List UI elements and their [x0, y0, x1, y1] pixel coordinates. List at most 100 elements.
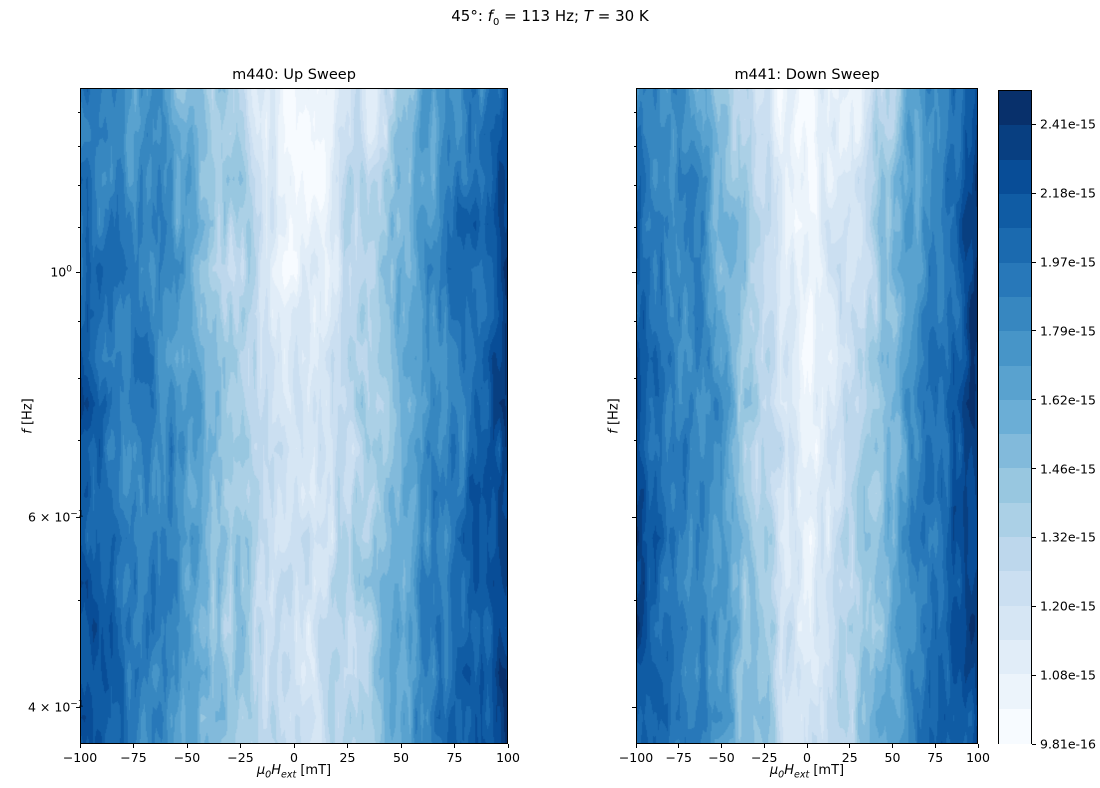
- colorbar-tick-mark: [1032, 261, 1036, 263]
- y-tick-label: 4 × 10−1: [28, 699, 84, 715]
- y-minor-tick-mark: [633, 226, 636, 228]
- y-minor-tick-mark: [77, 600, 80, 602]
- x-tick-label: −25: [227, 750, 254, 765]
- x-tick-label: 75: [446, 750, 463, 765]
- colorbar-tick-mark: [1032, 536, 1036, 538]
- y-tick-mark: [76, 706, 80, 708]
- colorbar-segment: [999, 399, 1031, 436]
- xlabel-unit: [mT]: [809, 763, 845, 778]
- right-contour-canvas: [637, 89, 977, 743]
- mu-symbol: μ: [256, 763, 266, 778]
- x-tick-label: 50: [393, 750, 409, 765]
- y-tick-mark: [632, 706, 636, 708]
- colorbar-segment: [999, 674, 1031, 710]
- mu-symbol: μ: [769, 763, 779, 778]
- colorbar-tick-label: 9.81e-16: [1040, 736, 1096, 752]
- suptitle-T-symbol: T: [583, 7, 593, 25]
- H-subscript: ext: [794, 769, 810, 781]
- y-minor-tick-mark: [633, 321, 636, 323]
- colorbar-segment: [999, 571, 1031, 607]
- colorbar-tick-mark: [1032, 605, 1036, 607]
- x-tick-mark: [79, 744, 81, 748]
- left-contour-plot: [80, 88, 508, 744]
- left-contour-canvas: [81, 89, 507, 743]
- x-tick-label: 75: [927, 750, 944, 765]
- x-tick-label: −100: [618, 750, 654, 765]
- x-tick-mark: [977, 744, 979, 748]
- x-tick-mark: [678, 744, 680, 748]
- x-tick-label: 50: [884, 750, 901, 765]
- x-tick-label: 0: [290, 750, 298, 765]
- right-xaxis-label: μ0Hext [mT]: [770, 763, 844, 781]
- right-yaxis-label: f [Hz]: [607, 398, 622, 433]
- colorbar-tick-mark: [1032, 330, 1036, 332]
- x-tick-label: −100: [62, 750, 98, 765]
- left-plot-title: m440: Up Sweep: [232, 67, 356, 83]
- colorbar-segment: [999, 262, 1031, 298]
- colorbar-tick-mark: [1032, 192, 1036, 194]
- x-tick-mark: [400, 744, 402, 748]
- figure-suptitle: 45°: f0 = 113 Hz; T = 30 K: [0, 7, 1100, 28]
- colorbar: [998, 90, 1032, 744]
- x-tick-mark: [507, 744, 509, 748]
- y-minor-tick-mark: [77, 111, 80, 113]
- y-minor-tick-mark: [633, 600, 636, 602]
- colorbar-tick-mark: [1032, 399, 1036, 401]
- colorbar-tick-label: 1.62e-15: [1040, 392, 1096, 408]
- left-yaxis-label: f [Hz]: [21, 398, 36, 433]
- colorbar-tick-label: 1.20e-15: [1040, 598, 1096, 614]
- y-tick-label: 6 × 10−1: [28, 509, 84, 525]
- suptitle-frequency: = 113 Hz;: [499, 7, 584, 25]
- x-tick-label: 100: [966, 750, 990, 765]
- colorbar-segment: [999, 365, 1031, 401]
- x-tick-mark: [763, 744, 765, 748]
- H-symbol: H: [271, 763, 282, 778]
- suptitle-f0-symbol: f: [487, 7, 493, 25]
- colorbar-segment: [999, 125, 1031, 161]
- left-xaxis-label: μ0Hext [mT]: [257, 763, 331, 781]
- suptitle-text: 45°:: [451, 7, 488, 25]
- x-tick-label: −75: [665, 750, 692, 765]
- colorbar-segment: [999, 159, 1031, 195]
- colorbar-segment: [999, 468, 1031, 504]
- x-tick-mark: [293, 744, 295, 748]
- suptitle-f0-subscript: 0: [492, 17, 500, 28]
- x-tick-mark: [347, 744, 348, 748]
- xlabel-unit: [mT]: [296, 763, 332, 778]
- y-minor-tick-mark: [77, 226, 80, 228]
- mu-subscript: 0: [778, 769, 785, 781]
- H-subscript: ext: [281, 769, 297, 781]
- y-minor-tick-mark: [77, 377, 80, 379]
- colorbar-segment: [999, 537, 1031, 573]
- y-minor-tick-mark: [633, 377, 636, 379]
- colorbar-tick-mark: [1032, 674, 1036, 676]
- colorbar-segment: [999, 228, 1031, 264]
- suptitle-temperature: = 30 K: [592, 7, 649, 25]
- colorbar-segment: [999, 434, 1031, 470]
- x-tick-mark: [454, 744, 455, 748]
- colorbar-segment: [999, 296, 1031, 333]
- mu-subscript: 0: [265, 769, 272, 781]
- x-tick-mark: [934, 744, 936, 748]
- y-minor-tick-mark: [633, 184, 636, 186]
- f-symbol: f: [606, 429, 622, 434]
- right-plot-title: m441: Down Sweep: [734, 67, 880, 83]
- x-tick-label: −25: [751, 750, 778, 765]
- x-tick-mark: [240, 744, 241, 748]
- colorbar-tick-label: 2.41e-15: [1040, 116, 1096, 132]
- y-tick-mark: [632, 516, 636, 518]
- f-symbol: f: [20, 429, 36, 434]
- y-tick-label: 100: [50, 264, 72, 280]
- x-tick-mark: [721, 744, 722, 748]
- ylabel-unit: [Hz]: [20, 398, 36, 430]
- colorbar-segment: [999, 640, 1031, 676]
- x-tick-label: 100: [496, 750, 520, 765]
- x-tick-mark: [849, 744, 851, 748]
- y-minor-tick-mark: [77, 146, 80, 148]
- y-minor-tick-mark: [633, 146, 636, 148]
- y-tick-mark: [76, 516, 80, 518]
- x-tick-label: −50: [708, 750, 735, 765]
- right-contour-plot: [636, 88, 978, 744]
- x-tick-label: 25: [339, 750, 356, 765]
